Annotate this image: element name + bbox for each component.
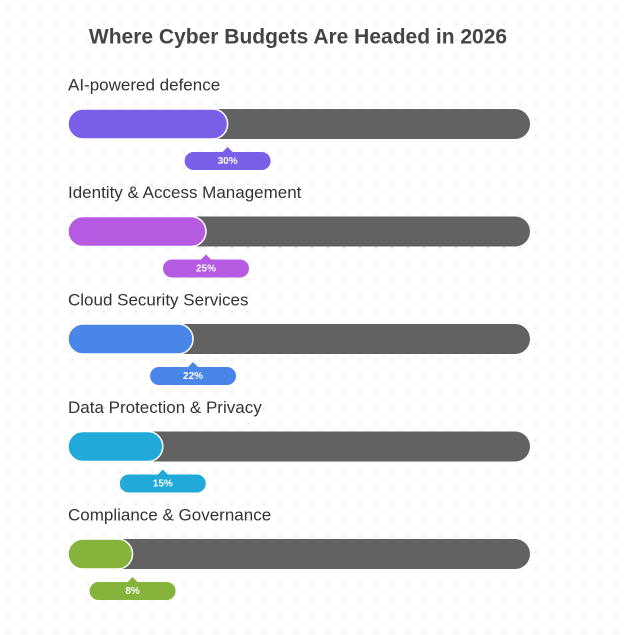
value-label: 15% <box>153 479 173 490</box>
category-label: Compliance & Governance <box>68 505 271 524</box>
category-label: Cloud Security Services <box>68 290 248 309</box>
label-pointer <box>127 577 138 582</box>
category-label: AI-powered defence <box>68 75 220 94</box>
label-pill <box>150 367 237 385</box>
value-label: 30% <box>218 156 238 167</box>
bar-track <box>68 539 530 569</box>
bar <box>67 108 229 140</box>
value-label: 25% <box>196 264 216 275</box>
value-label: 8% <box>125 586 140 597</box>
label-pill <box>184 152 271 170</box>
label-pill <box>119 474 206 493</box>
bar <box>67 430 164 463</box>
category-label: Identity & Access Management <box>68 183 302 202</box>
label-pill <box>89 582 176 600</box>
bar <box>67 538 134 570</box>
label-pointer <box>157 469 168 475</box>
bar <box>67 323 194 355</box>
chart-title: Where Cyber Budgets Are Headed in 2026 <box>89 26 507 49</box>
bar-track <box>68 431 530 462</box>
category-label: Data Protection & Privacy <box>68 398 262 417</box>
label-pill <box>163 259 249 278</box>
label-pointer <box>188 362 199 367</box>
bar <box>67 215 207 248</box>
label-pointer <box>222 147 233 152</box>
label-pointer <box>201 254 211 260</box>
value-label: 22% <box>183 371 203 382</box>
